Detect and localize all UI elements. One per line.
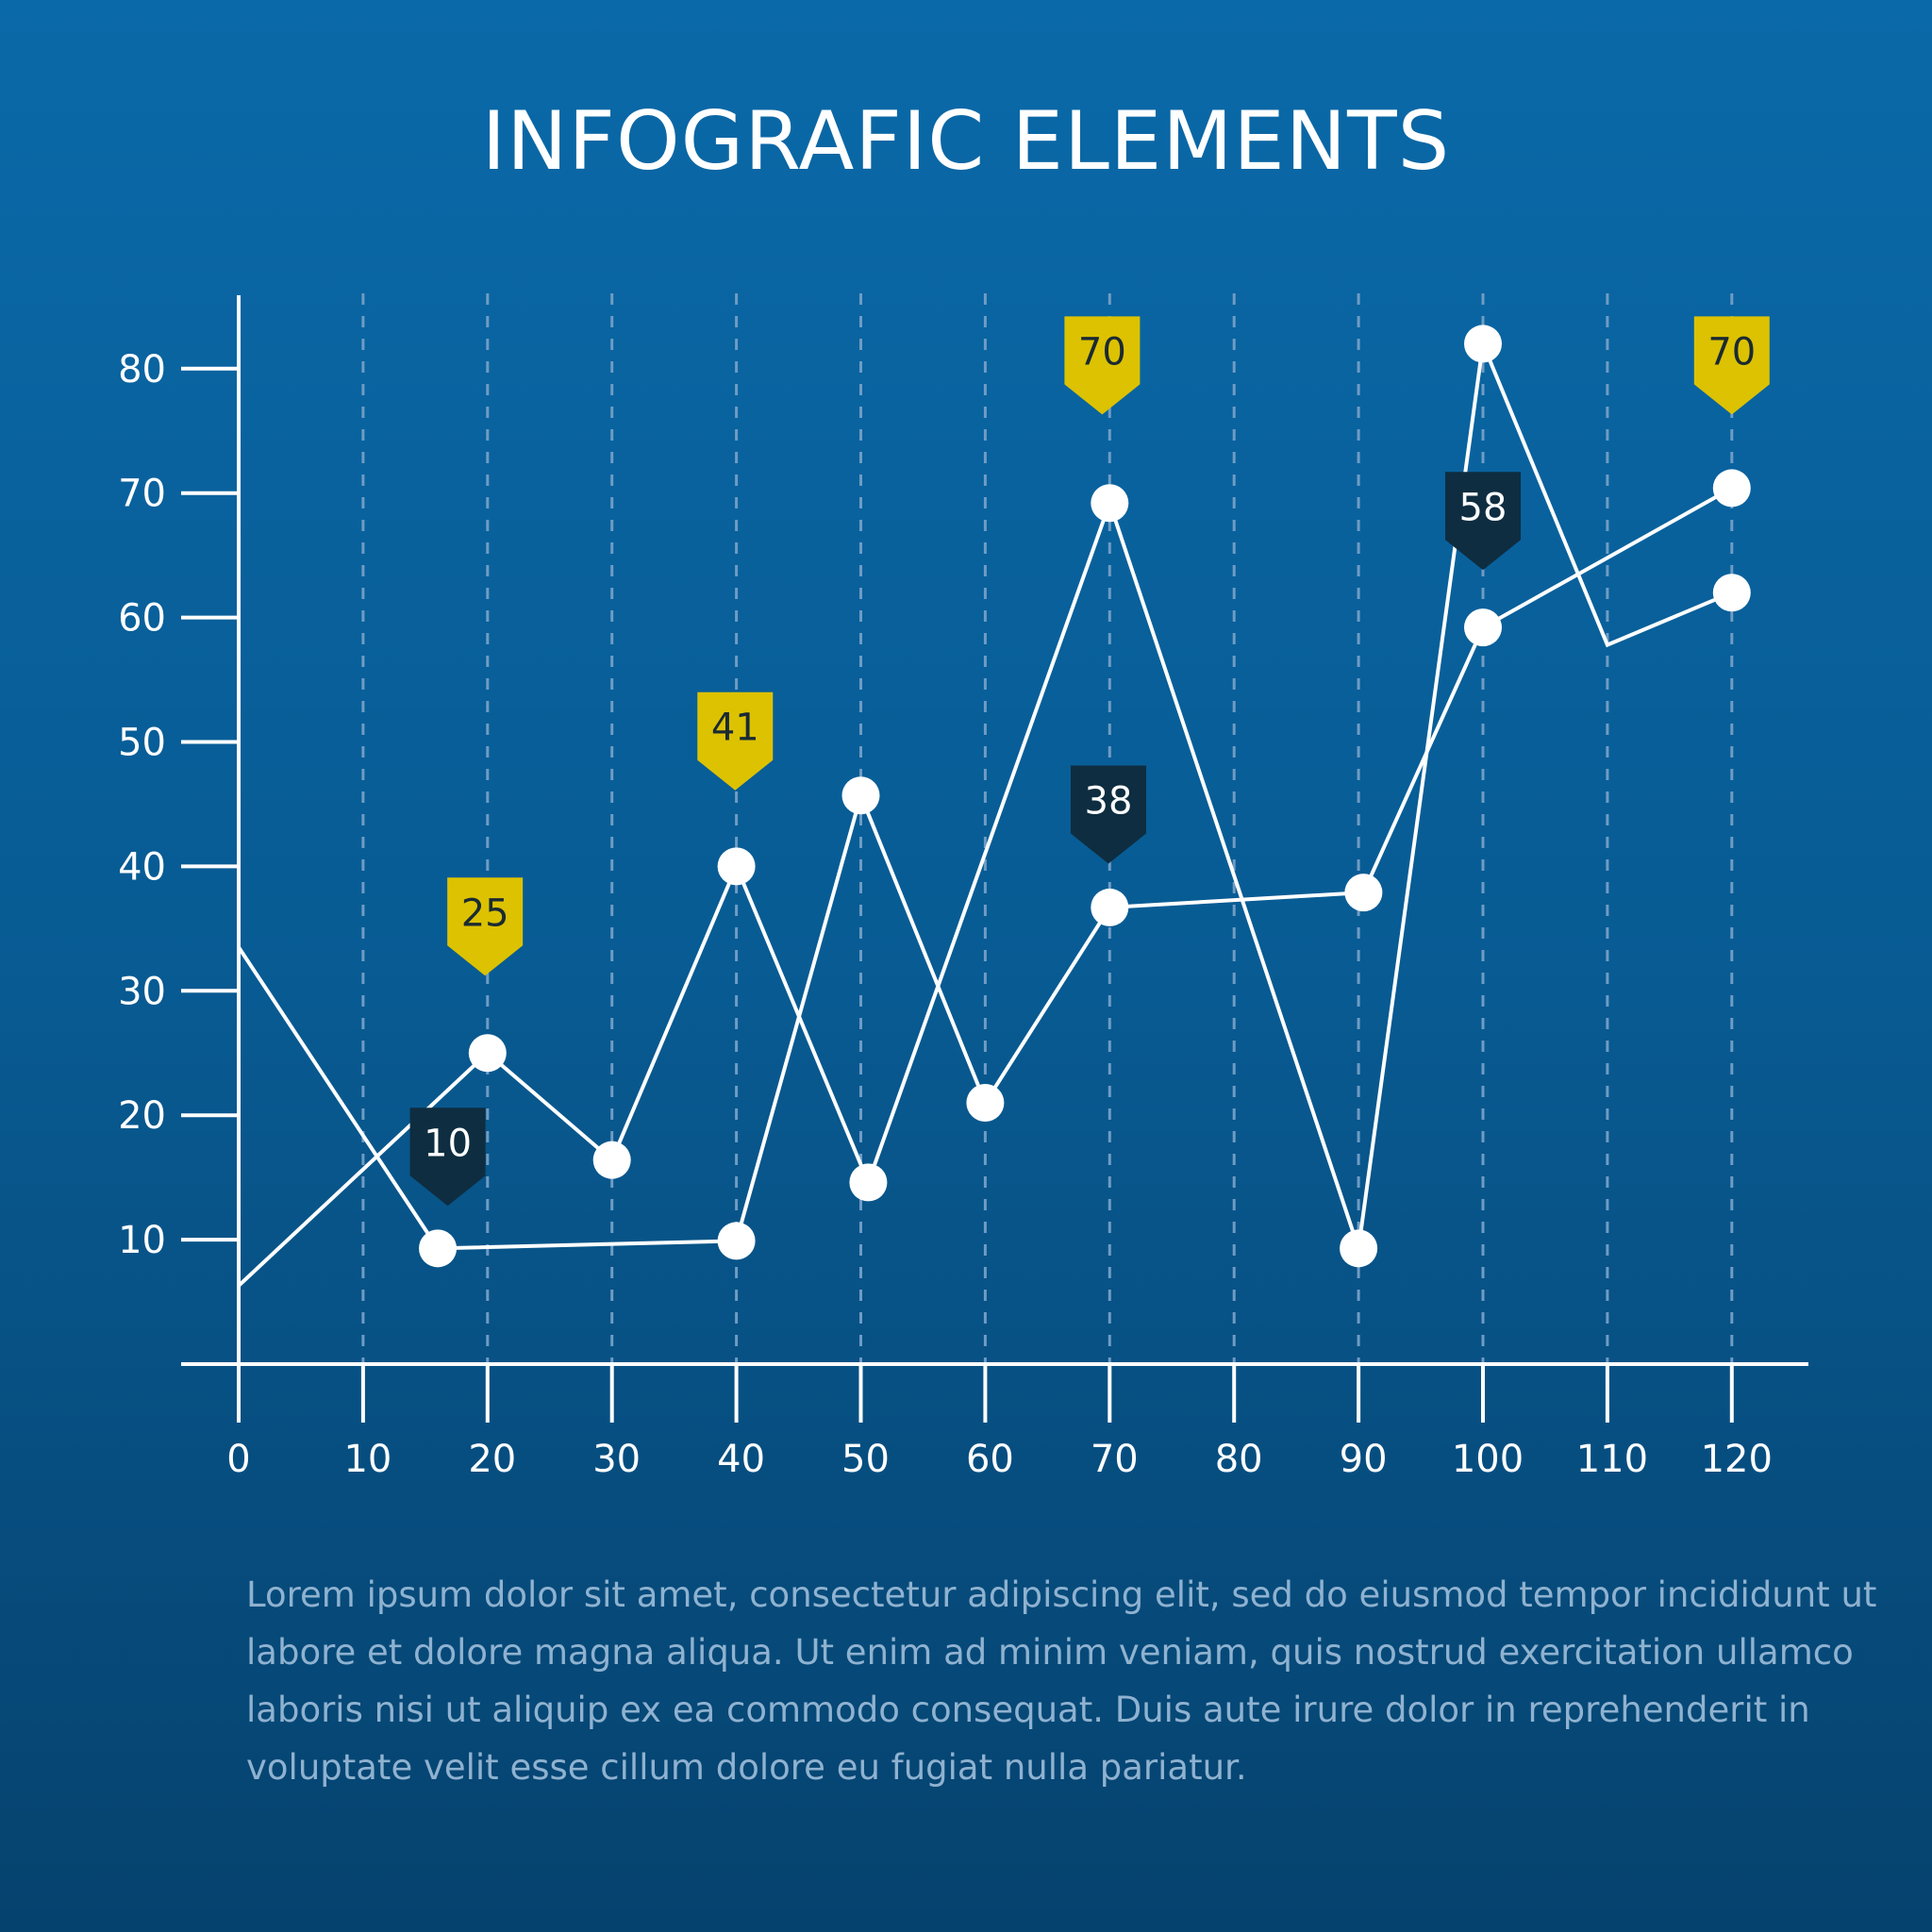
paragraph-line: labore et dolore magna aliqua. Ut enim a…	[246, 1632, 1854, 1673]
callout-yellow	[697, 691, 774, 791]
callout-label: 41	[711, 707, 759, 750]
series-2-point	[1712, 469, 1751, 508]
callout-yellow	[1064, 316, 1141, 415]
callout-label: 25	[461, 891, 509, 935]
x-tick-label: 30	[592, 1438, 641, 1481]
x-tick-label: 10	[343, 1438, 391, 1481]
callout-label: 58	[1459, 486, 1507, 529]
y-tick-label: 80	[118, 348, 166, 391]
x-tick-label: 100	[1452, 1438, 1524, 1481]
series-2-point	[1091, 888, 1129, 926]
description-paragraph: Lorem ipsum dolor sit amet, consectetur …	[246, 1566, 1877, 1796]
y-tick-label: 10	[118, 1219, 166, 1262]
x-tick-label: 0	[226, 1438, 250, 1481]
callout-dark	[1445, 472, 1521, 571]
callout-yellow	[447, 877, 524, 976]
x-tick-label: 40	[717, 1438, 765, 1481]
x-tick-label: 80	[1215, 1438, 1263, 1481]
x-tick-label: 20	[468, 1438, 516, 1481]
x-tick-label: 110	[1576, 1438, 1648, 1481]
series-2-point	[841, 776, 880, 815]
series-1-point	[849, 1163, 888, 1202]
x-tick-label: 60	[966, 1438, 1014, 1481]
x-tick-label: 90	[1340, 1438, 1388, 1481]
y-tick-label: 60	[118, 597, 166, 641]
x-tick-label: 120	[1701, 1438, 1773, 1481]
callout-label: 10	[424, 1122, 472, 1165]
paragraph-line: laboris nisi ut aliquip ex ea commodo co…	[246, 1690, 1810, 1730]
series-1-point	[1091, 484, 1129, 523]
series-2-point	[1464, 608, 1502, 647]
series-2-point	[419, 1229, 458, 1268]
callout-dark	[1070, 765, 1146, 864]
series-1-line	[237, 336, 1733, 1288]
y-tick-label: 40	[118, 845, 166, 889]
x-tick-label: 50	[841, 1438, 890, 1481]
y-tick-label: 20	[118, 1094, 166, 1138]
series-1-point	[1464, 325, 1502, 363]
y-tick-label: 70	[118, 473, 166, 516]
callout-label: 70	[1078, 330, 1126, 374]
series-1-point	[592, 1141, 631, 1179]
paragraph-line: voluptate velit esse cillum dolore eu fu…	[246, 1747, 1247, 1788]
series-1-point	[1340, 1229, 1378, 1268]
series-1-point	[1712, 574, 1751, 612]
chart-title: INFOGRAFIC ELEMENTS	[481, 94, 1451, 189]
series-2-point	[1344, 874, 1383, 912]
paragraph-line: Lorem ipsum dolor sit amet, consectetur …	[246, 1574, 1877, 1615]
y-tick-label: 30	[118, 970, 166, 1013]
series-1-point	[468, 1034, 507, 1073]
series-2-point	[717, 1222, 756, 1260]
x-tick-label: 70	[1091, 1438, 1139, 1481]
y-tick-label: 50	[118, 722, 166, 765]
callout-label: 70	[1707, 330, 1756, 374]
series-2-point	[966, 1084, 1005, 1123]
callout-dark	[409, 1108, 486, 1207]
series-1-point	[717, 847, 756, 886]
callout-yellow	[1693, 316, 1770, 415]
callout-label: 38	[1085, 780, 1133, 824]
